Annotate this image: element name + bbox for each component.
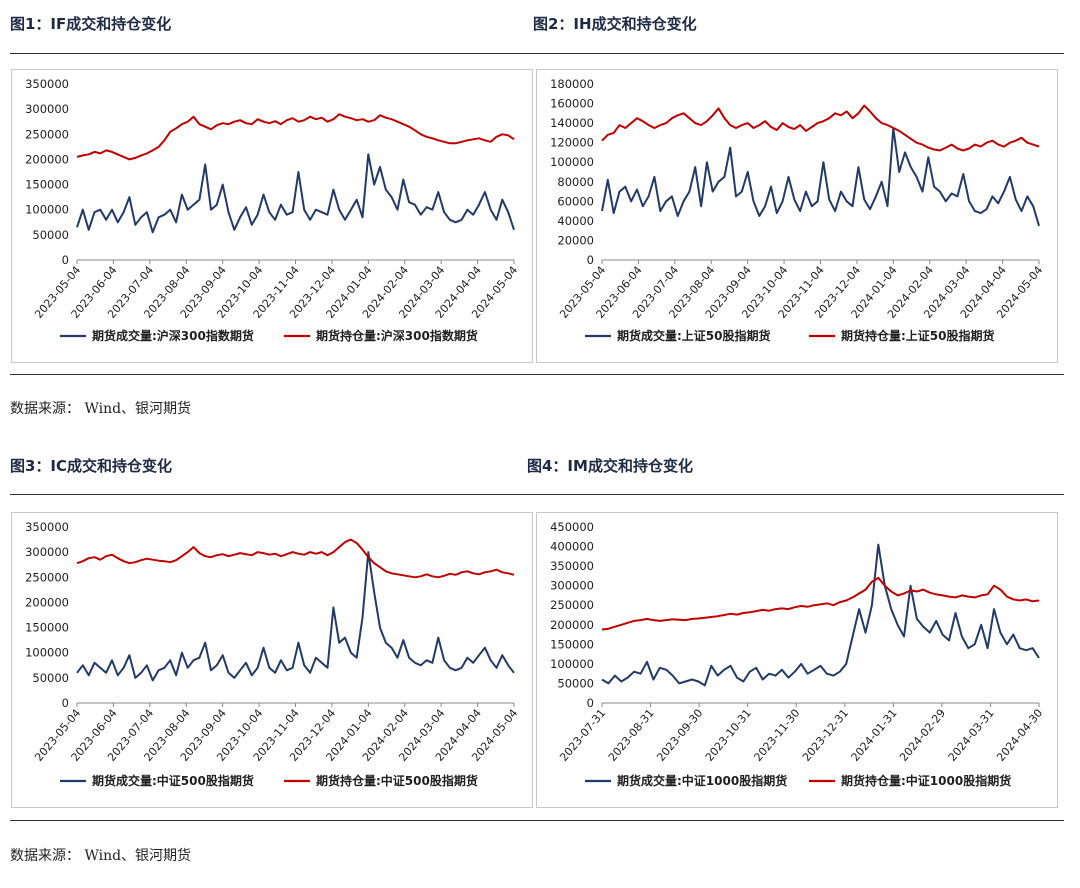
x-tick-label: 2023-10-31	[703, 707, 754, 764]
y-tick-label: 120000	[550, 136, 594, 150]
y-tick-label: 200000	[550, 618, 594, 632]
x-tick-label: 2023-12-31	[800, 707, 851, 764]
y-tick-label: 150000	[25, 621, 69, 635]
x-tick-label: 2024-03-31	[946, 707, 997, 764]
x-tick-label: 2023-07-31	[557, 707, 608, 764]
legend-label: 期货成交量:上证50股指期货	[617, 328, 771, 343]
figure-1-title: 图1：IF成交和持仓变化	[10, 15, 172, 33]
y-tick-label: 0	[62, 253, 69, 267]
chart-ic-box: 350000 300000 250000 200000 150000 100000 5000…	[11, 512, 533, 808]
legend-label: 期货成交量:中证1000股指期货	[617, 773, 787, 788]
y-tick-label: 250000	[25, 127, 69, 141]
y-tick-label: 60000	[557, 194, 594, 208]
legend-label: 期货持仓量:中证500股指期货	[316, 773, 478, 788]
y-tick-label: 150000	[550, 637, 594, 651]
y-tick-label: 200000	[25, 595, 69, 609]
x-tick-label: 2024-02-29	[897, 707, 948, 764]
volume-series-line	[76, 153, 515, 234]
y-tick-label: 150000	[25, 178, 69, 192]
y-tick-label: 0	[62, 696, 69, 710]
section-1-bottom-rule	[10, 374, 1064, 375]
y-tick-label: 160000	[550, 97, 594, 111]
y-tick-label: 300000	[25, 545, 69, 559]
open-interest-series-line	[601, 576, 1040, 631]
legend-label: 期货成交量:沪深300指数期货	[92, 328, 254, 343]
figure-4-title: 图4：IM成交和持仓变化	[527, 457, 693, 475]
figure-2-title: 图2：IH成交和持仓变化	[533, 15, 697, 33]
chart-if: 350000 300000 250000 200000 150000 100000 5000…	[25, 77, 520, 343]
y-tick-label: 350000	[25, 520, 69, 534]
y-tick-label: 50000	[32, 228, 69, 242]
chart-ic: 350000 300000 250000 200000 150000 100000 5000…	[25, 520, 520, 788]
legend-label: 期货持仓量:上证50股指期货	[841, 328, 995, 343]
y-tick-label: 100000	[25, 203, 69, 217]
y-tick-label: 400000	[550, 540, 594, 554]
source-note-1: 数据来源： Wind、银河期货	[10, 401, 192, 417]
y-tick-label: 100000	[550, 155, 594, 169]
y-tick-label: 100000	[550, 657, 594, 671]
chart-if-box: 350000 300000 250000 200000 150000 100000 5000…	[11, 69, 533, 363]
figure-3-title: 图3：IC成交和持仓变化	[10, 457, 173, 475]
y-tick-label: 80000	[557, 175, 594, 189]
chart-im: 450000 400000 350000 300000 250000 200000 1500…	[550, 520, 1045, 788]
y-tick-label: 450000	[550, 520, 594, 534]
chart-ih: 180000 160000 140000 120000 100000 80000 60000…	[550, 77, 1045, 343]
section-2-bottom-rule	[10, 820, 1064, 821]
y-tick-label: 50000	[32, 671, 69, 685]
y-tick-label: 20000	[557, 233, 594, 247]
y-tick-label: 250000	[25, 570, 69, 584]
open-interest-series-line	[601, 104, 1040, 152]
y-tick-label: 200000	[25, 152, 69, 166]
x-tick-label: 2023-11-30	[751, 707, 802, 764]
legend-label: 期货持仓量:中证1000股指期货	[841, 773, 1011, 788]
x-tick-label: 2024-04-30	[994, 707, 1045, 764]
y-tick-label: 250000	[550, 598, 594, 612]
y-tick-label: 100000	[25, 646, 69, 660]
section-2-top-rule	[10, 494, 1064, 495]
open-interest-series-line	[76, 113, 515, 161]
y-tick-label: 300000	[550, 579, 594, 593]
x-tick-label: 2023-08-31	[606, 707, 657, 764]
y-tick-label: 300000	[25, 102, 69, 116]
x-tick-label: 2024-01-31	[849, 707, 900, 764]
volume-series-line	[601, 127, 1040, 227]
y-tick-label: 140000	[550, 116, 594, 130]
y-tick-label: 0	[587, 253, 594, 267]
y-tick-label: 350000	[25, 77, 69, 91]
y-tick-label: 350000	[550, 559, 594, 573]
y-tick-label: 0	[587, 696, 594, 710]
y-tick-label: 180000	[550, 77, 594, 91]
chart-ih-box: 180000 160000 140000 120000 100000 80000 60000…	[536, 69, 1058, 363]
legend-label: 期货成交量:中证500股指期货	[92, 773, 254, 788]
chart-im-box: 450000 400000 350000 300000 250000 200000 1500…	[536, 512, 1058, 808]
volume-series-line	[601, 543, 1040, 687]
source-note-2: 数据来源： Wind、银河期货	[10, 848, 192, 864]
legend-label: 期货持仓量:沪深300指数期货	[316, 328, 478, 343]
y-tick-label: 40000	[557, 214, 594, 228]
section-1-top-rule	[10, 53, 1064, 54]
volume-series-line	[76, 551, 515, 682]
y-tick-label: 50000	[557, 676, 594, 690]
open-interest-series-line	[76, 538, 515, 579]
x-tick-label: 2023-09-30	[654, 707, 705, 764]
